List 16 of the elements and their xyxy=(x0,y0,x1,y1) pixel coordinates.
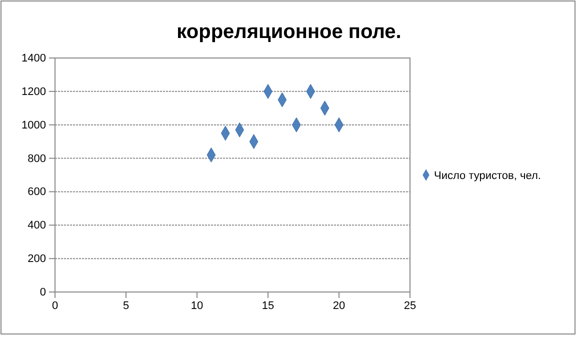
x-tick-label: 15 xyxy=(262,300,274,312)
y-tick-label: 1200 xyxy=(22,86,46,98)
x-tick-label: 10 xyxy=(190,300,204,312)
x-tick-label: 5 xyxy=(122,300,130,312)
y-tick-label: 0 xyxy=(40,286,46,299)
y-tick-label: 800 xyxy=(28,152,46,165)
y-tick-label: 1400 xyxy=(22,52,46,65)
x-tick-label: 25 xyxy=(404,300,416,312)
legend-label: Число туристов, чел. xyxy=(434,170,541,182)
y-tick-label: 200 xyxy=(28,253,46,266)
y-tick-label: 400 xyxy=(28,220,46,232)
y-tick-label: 1000 xyxy=(22,119,46,132)
chart-title: корреляционное поле. xyxy=(176,21,402,43)
y-tick-label: 600 xyxy=(28,186,46,198)
x-tick-label: 20 xyxy=(332,300,346,312)
x-tick-label: 0 xyxy=(52,300,58,312)
